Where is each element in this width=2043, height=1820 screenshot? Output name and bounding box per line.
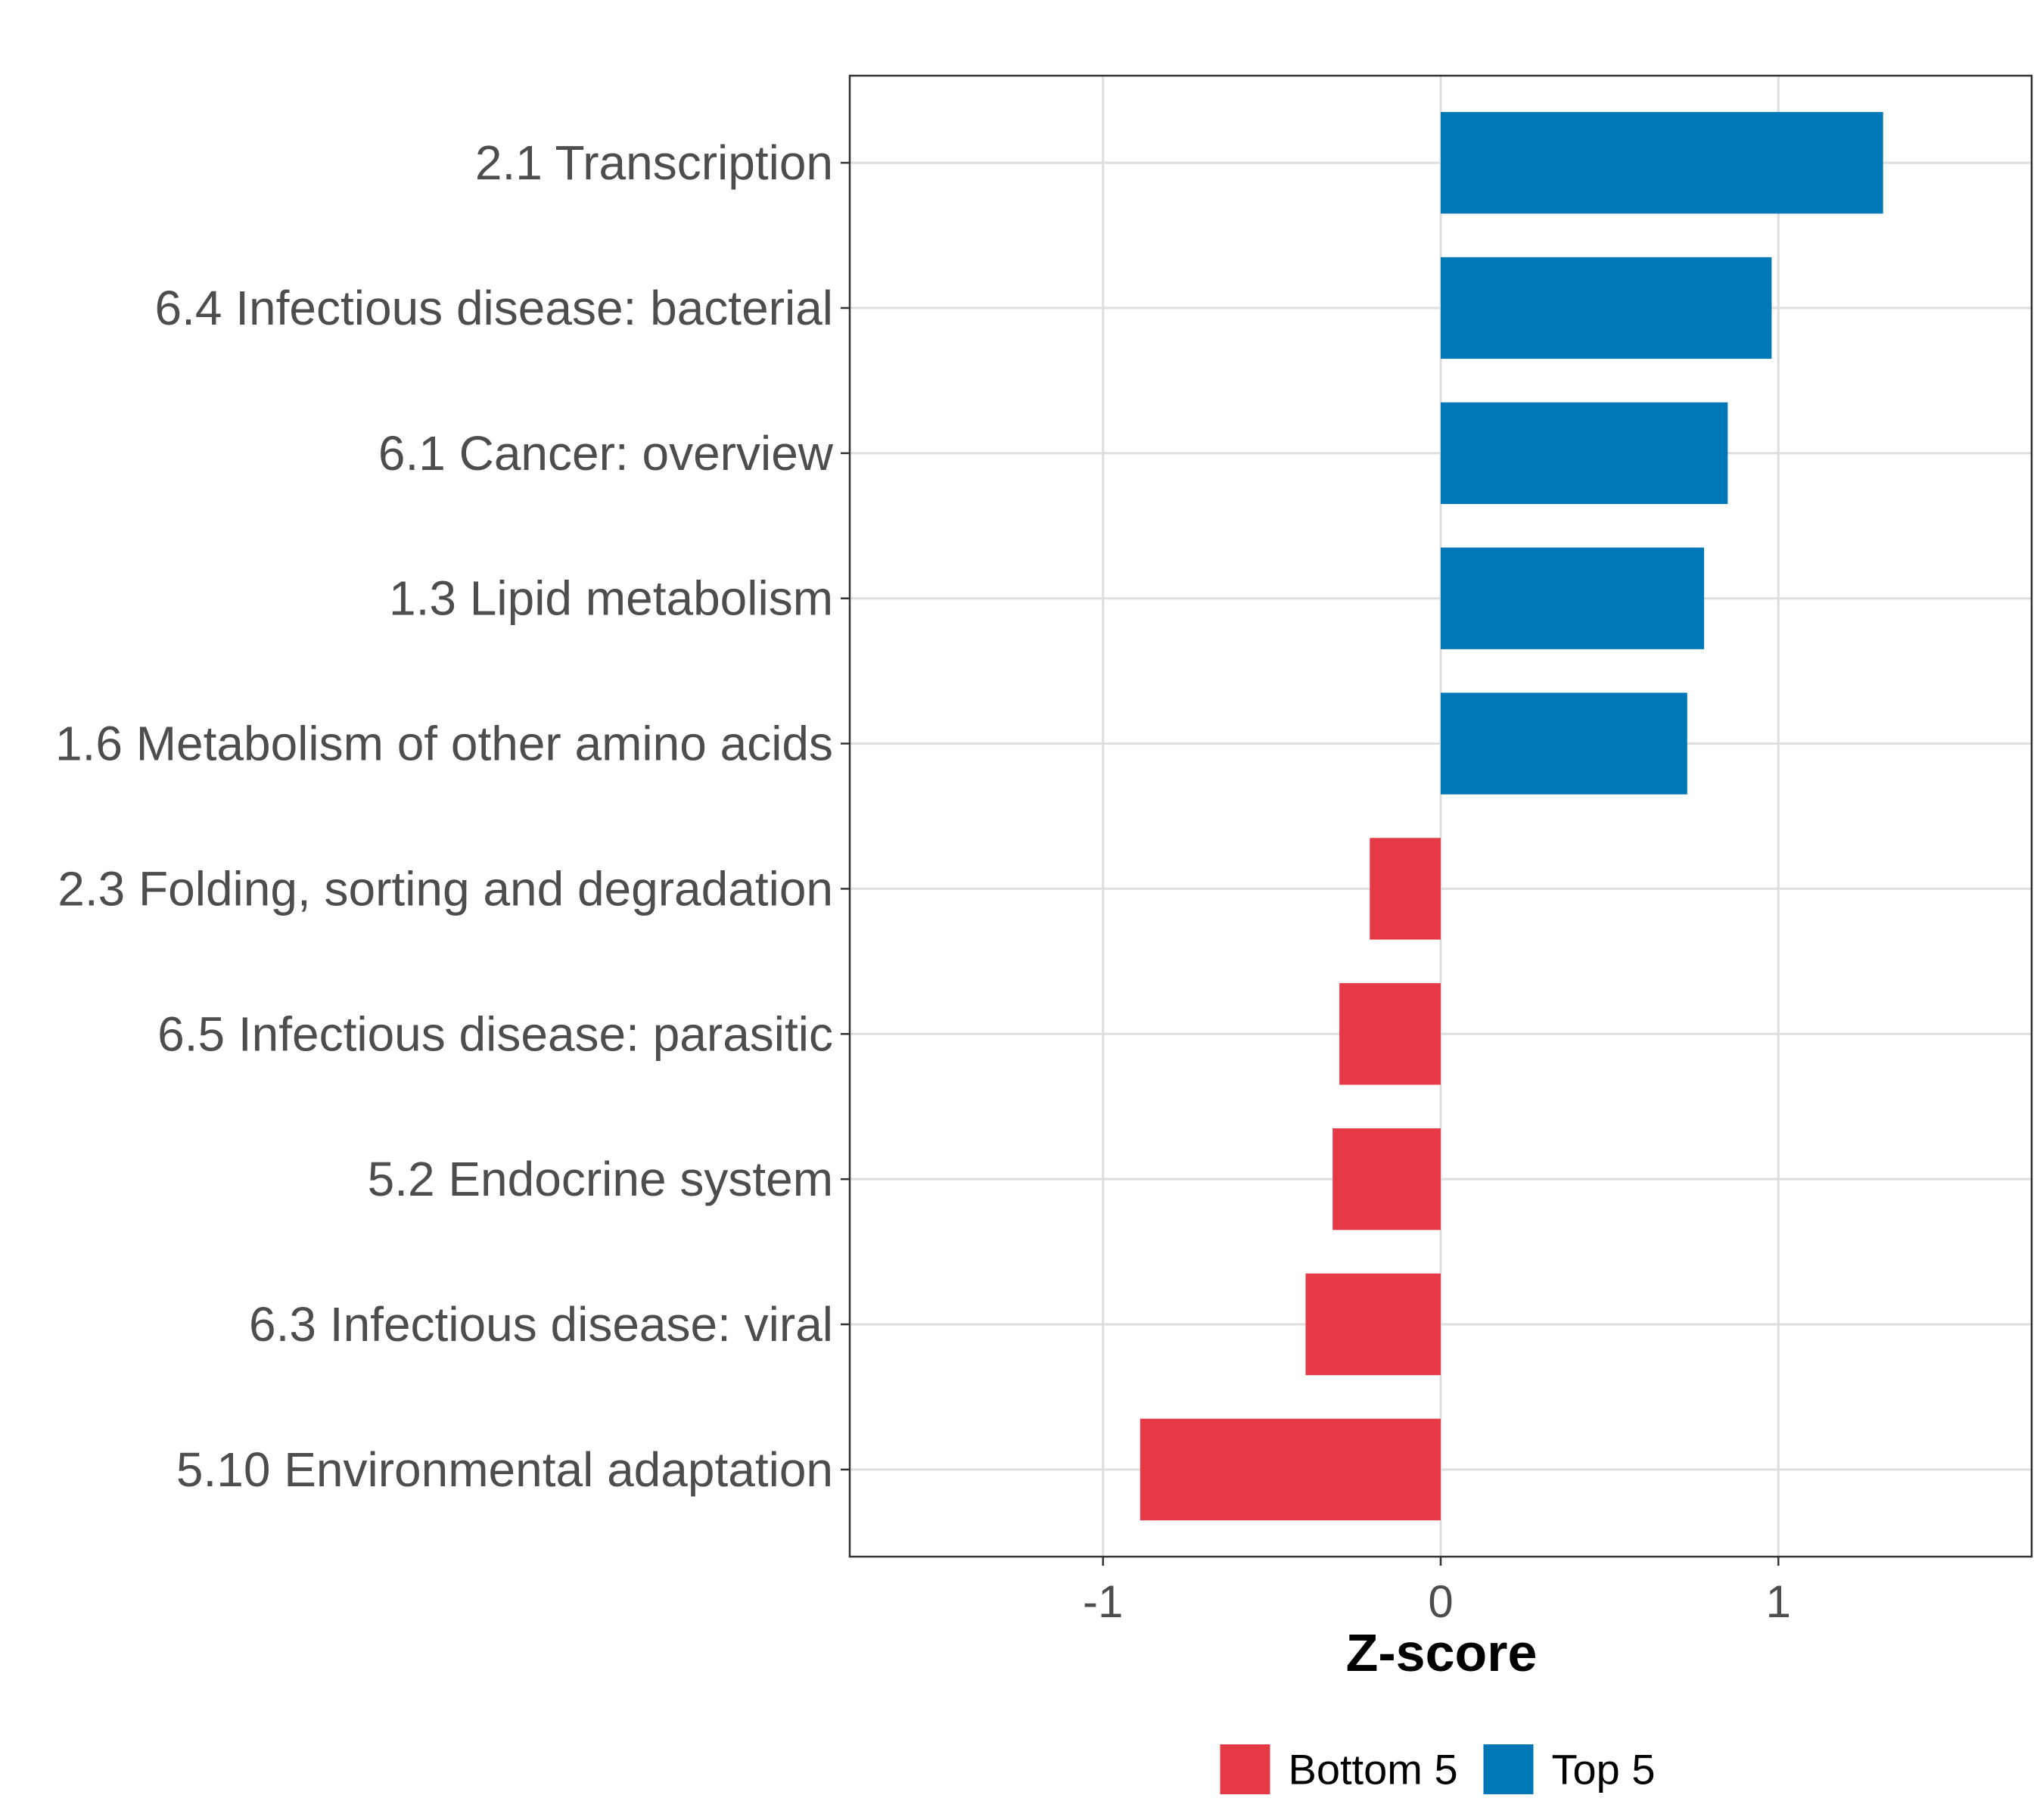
y-tick-label: 6.1 Cancer: overview (378, 426, 834, 481)
legend-swatch (1483, 1744, 1534, 1794)
x-tick-label: 1 (1766, 1576, 1791, 1627)
y-tick-label: 6.3 Infectious disease: viral (249, 1297, 833, 1352)
bar (1370, 838, 1441, 940)
bar (1441, 257, 1772, 359)
bar (1441, 547, 1705, 649)
bar (1441, 111, 1883, 214)
x-tick-label: -1 (1083, 1576, 1123, 1627)
bar (1332, 1128, 1441, 1230)
y-tick-label: 6.5 Infectious disease: parasitic (157, 1006, 833, 1061)
y-tick-label: 5.2 Endocrine system (368, 1152, 833, 1206)
x-tick-label: 0 (1428, 1576, 1453, 1627)
bar (1140, 1418, 1441, 1521)
legend-swatch (1220, 1744, 1270, 1794)
bars (1140, 111, 1883, 1521)
x-axis-title: Z-score (1346, 1623, 1538, 1682)
y-tick-label: 5.10 Environmental adaptation (176, 1442, 833, 1497)
bar (1339, 983, 1441, 1085)
y-axis: 2.1 Transcription 6.4 Infectious disease:… (55, 135, 850, 1497)
legend-label: Bottom 5 (1289, 1746, 1458, 1794)
y-tick-label: 6.4 Infectious disease: bacterial (154, 281, 833, 335)
legend: Bottom 5 Top 5 (1220, 1744, 1656, 1794)
x-axis: -1 0 1 (1083, 1557, 1791, 1627)
y-tick-label: 2.3 Folding, sorting and degradation (58, 861, 833, 916)
y-tick-label: 2.1 Transcription (475, 135, 833, 190)
y-tick-label: 1.3 Lipid metabolism (389, 571, 833, 626)
bar (1305, 1273, 1441, 1376)
bar (1441, 402, 1728, 504)
y-tick-label: 1.6 Metabolism of other amino acids (55, 717, 833, 771)
legend-label: Top 5 (1552, 1746, 1656, 1794)
bar (1441, 692, 1687, 795)
